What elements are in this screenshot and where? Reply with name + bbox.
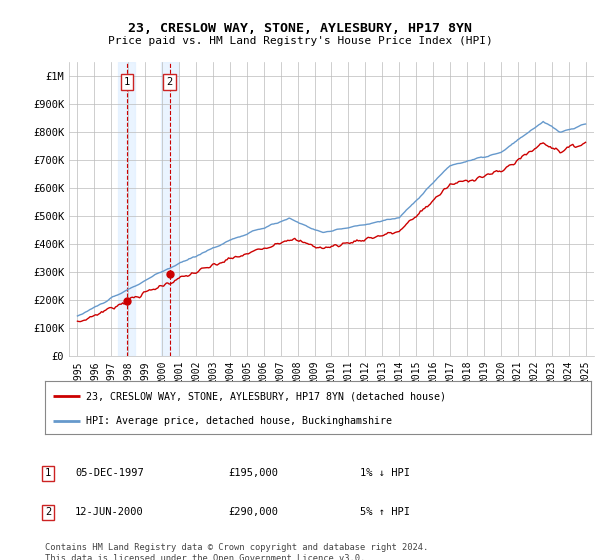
Text: 5% ↑ HPI: 5% ↑ HPI — [360, 507, 410, 517]
Text: 23, CRESLOW WAY, STONE, AYLESBURY, HP17 8YN (detached house): 23, CRESLOW WAY, STONE, AYLESBURY, HP17 … — [86, 391, 446, 401]
Text: 1: 1 — [45, 468, 51, 478]
Text: Contains HM Land Registry data © Crown copyright and database right 2024.
This d: Contains HM Land Registry data © Crown c… — [45, 543, 428, 560]
Text: 05-DEC-1997: 05-DEC-1997 — [75, 468, 144, 478]
Text: 2: 2 — [45, 507, 51, 517]
Text: 2: 2 — [166, 77, 173, 87]
Text: HPI: Average price, detached house, Buckinghamshire: HPI: Average price, detached house, Buck… — [86, 416, 392, 426]
Text: Price paid vs. HM Land Registry's House Price Index (HPI): Price paid vs. HM Land Registry's House … — [107, 36, 493, 46]
Text: 1: 1 — [124, 77, 130, 87]
Bar — [118, 62, 136, 356]
Text: £290,000: £290,000 — [228, 507, 278, 517]
Text: 1% ↓ HPI: 1% ↓ HPI — [360, 468, 410, 478]
Text: £195,000: £195,000 — [228, 468, 278, 478]
Bar — [161, 62, 178, 356]
Text: 12-JUN-2000: 12-JUN-2000 — [75, 507, 144, 517]
Text: 23, CRESLOW WAY, STONE, AYLESBURY, HP17 8YN: 23, CRESLOW WAY, STONE, AYLESBURY, HP17 … — [128, 22, 472, 35]
